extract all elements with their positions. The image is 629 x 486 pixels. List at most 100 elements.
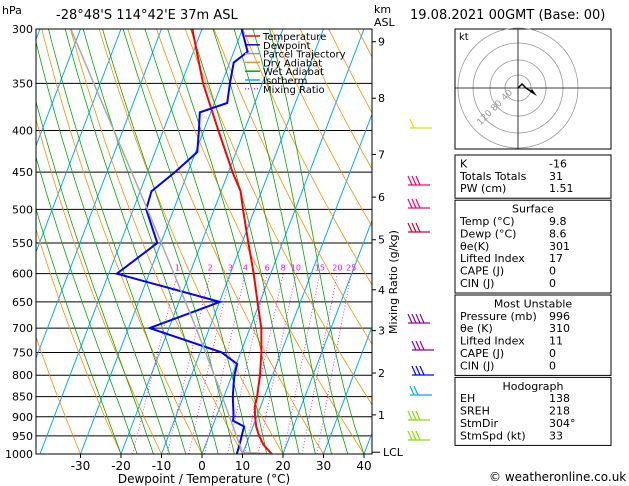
wet-adiabat-line <box>82 29 219 454</box>
table-row-value: 11 <box>549 335 563 348</box>
wind-barb <box>407 222 430 233</box>
table-row-value: 0 <box>549 359 556 372</box>
pressure-tick-label: 850 <box>12 391 33 404</box>
wet-adiabat-line <box>269 29 365 454</box>
pressure-tick-label: 900 <box>12 411 33 424</box>
pressure-tick-label: 950 <box>12 430 33 443</box>
isotherm-line <box>36 29 162 360</box>
indices-block <box>454 154 612 199</box>
series-temperature <box>191 29 273 454</box>
x-tick-label: -30 <box>71 459 91 473</box>
table-row-value: 9.8 <box>549 215 567 228</box>
wind-barb <box>411 340 434 351</box>
x-tick-label: 20 <box>275 459 290 473</box>
dry-adiabat-line <box>213 29 372 345</box>
isotherm-line <box>242 112 372 454</box>
pressure-tick-label: 450 <box>12 166 33 179</box>
copyright: © weatheronline.co.uk <box>489 470 626 484</box>
asl-label: ASL <box>374 16 396 29</box>
table-row-label: StmDir <box>460 417 499 430</box>
x-tick-label: -10 <box>152 459 172 473</box>
x-tick-label: 40 <box>356 459 371 473</box>
mixing-ratio-label: 6 <box>265 264 270 273</box>
table-row-value: 0 <box>549 277 556 290</box>
dry-adiabat-line <box>70 29 243 454</box>
table-row-label: Dewp (°C) <box>460 227 516 240</box>
isotherm-line <box>80 29 243 454</box>
hodograph-trace <box>517 82 533 93</box>
pressure-tick-label: 300 <box>12 23 33 36</box>
km-label: km <box>374 3 391 16</box>
table-row-value: 301 <box>549 240 570 253</box>
hodograph-block <box>454 376 612 446</box>
dry-adiabat-line <box>127 29 324 454</box>
wet-adiabat-line <box>36 155 138 454</box>
table-row-label: StmSpd (kt) <box>460 429 526 442</box>
table-row-label: SREH <box>460 405 490 418</box>
table-row-value: 17 <box>549 252 563 265</box>
table-row-label: CIN (J) <box>460 277 494 290</box>
dry-adiabat-line <box>156 29 365 454</box>
legend-label: Wet Adiabat <box>263 67 324 78</box>
dry-adiabat-line <box>242 29 372 286</box>
table-row-label: PW (cm) <box>460 182 506 195</box>
wet-adiabat-line <box>102 29 235 454</box>
wet-adiabat-line <box>190 29 300 454</box>
mixing-ratio-line <box>132 273 178 454</box>
isotherm-line <box>120 29 284 454</box>
wet-adiabat-line <box>167 29 284 454</box>
wet-adiabat-line <box>36 40 170 454</box>
pressure-tick-label: 650 <box>12 296 33 309</box>
wet-adiabat-line <box>122 29 251 454</box>
hodograph-block-title: Hodograph <box>503 380 564 393</box>
mixing-ratio-label: 3 <box>228 264 233 273</box>
km-tick-label: 6 <box>378 191 385 204</box>
isotherm-line <box>282 219 372 454</box>
wet-adiabat-line <box>252 29 349 454</box>
isotherm-line <box>36 29 81 148</box>
table-row-value: 0 <box>549 347 556 360</box>
dry-adiabat-line <box>299 29 372 170</box>
dry-adiabat-line <box>98 29 284 454</box>
table-row-label: θe (K) <box>460 322 493 335</box>
dry-adiabat-line <box>184 29 372 406</box>
series-dewpoint <box>114 29 249 454</box>
most-unstable-block-title: Most Unstable <box>494 297 573 310</box>
wet-adiabat-line <box>233 29 332 454</box>
table-row-value: 218 <box>549 405 570 418</box>
wind-barb <box>407 430 430 441</box>
legend-label: Parcel Trajectory <box>263 50 346 61</box>
mixing-ratio-line <box>301 273 338 454</box>
isotherm-line <box>323 325 372 454</box>
table-row-value: 33 <box>549 429 563 442</box>
mixing-ratio-label: 20 <box>332 264 342 273</box>
dry-adiabat-line <box>271 29 372 228</box>
wind-barb <box>409 385 432 396</box>
wet-adiabat-line <box>144 29 268 454</box>
wind-barb <box>411 365 434 376</box>
wind-barb <box>407 198 430 209</box>
legend-label: Dewpoint <box>263 41 311 52</box>
mixing-ratio-line <box>283 273 321 454</box>
wind-barb <box>409 118 432 129</box>
mixing-ratio-line <box>257 273 297 454</box>
wind-barb <box>407 410 430 421</box>
km-tick-label: 2 <box>378 367 385 380</box>
wet-adiabat-line <box>212 29 316 454</box>
km-tick-label: 1 <box>378 409 385 422</box>
wind-barb <box>407 313 430 324</box>
mixing-ratio-label: 1 <box>175 264 180 273</box>
dry-adiabat-line <box>36 117 162 454</box>
mixing-ratio-label: 25 <box>346 264 356 273</box>
table-row-value: 31 <box>549 170 563 183</box>
mixing-ratio-line <box>316 273 352 454</box>
lcl-label: LCL <box>383 446 404 459</box>
legend-label: Mixing Ratio <box>263 85 325 96</box>
hpa-label: hPa <box>2 4 22 17</box>
pressure-tick-label: 500 <box>12 203 33 216</box>
mixing-ratio-line <box>204 273 246 454</box>
location-title: -28°48'S 114°42'E 37m ASL <box>56 8 238 23</box>
dry-adiabat-line <box>36 228 122 454</box>
